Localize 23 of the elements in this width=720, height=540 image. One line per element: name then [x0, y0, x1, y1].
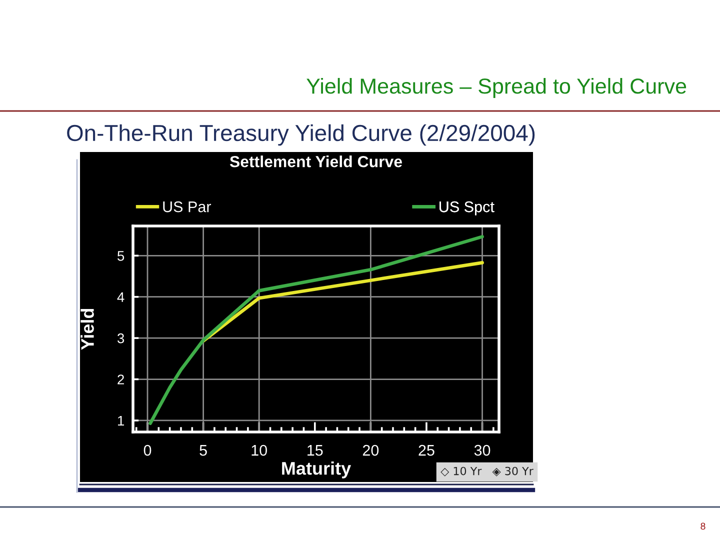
text: ◇ 10 Yr ◈ 30 Yr [440, 466, 534, 476]
y-tick-label: 3 [117, 333, 124, 344]
legend-label: US Spct [440, 201, 494, 216]
x-tick-label: 10 [252, 444, 267, 456]
y-tick-label: 1 [118, 416, 124, 426]
y-axis-title: Yield [80, 308, 94, 350]
chart-subtitle: On-The-Run Treasury Yield Curve (2/29/2004) [67, 124, 535, 146]
line-series [148, 235, 484, 426]
x-tick-label: 20 [362, 444, 379, 456]
y-tick-label: 5 [118, 251, 124, 261]
text: Settlement Yield Curve [230, 156, 402, 168]
x-tick-label: 25 [418, 444, 434, 456]
legend-label: US Par [163, 201, 212, 212]
x-tick-label: 5 [200, 445, 207, 456]
x-axis-title: Maturity [282, 462, 352, 478]
y-tick-label: 2 [118, 374, 124, 384]
x-tick-label: 30 [474, 444, 490, 456]
y-tick-label: 4 [117, 292, 124, 302]
x-tick-label: 0 [144, 444, 152, 456]
line-series [202, 261, 484, 343]
text: 8 [700, 522, 706, 530]
x-tick-label: 15 [308, 445, 323, 456]
chart-title: Yield Measures – Spread to Yield Curve [306, 78, 686, 98]
